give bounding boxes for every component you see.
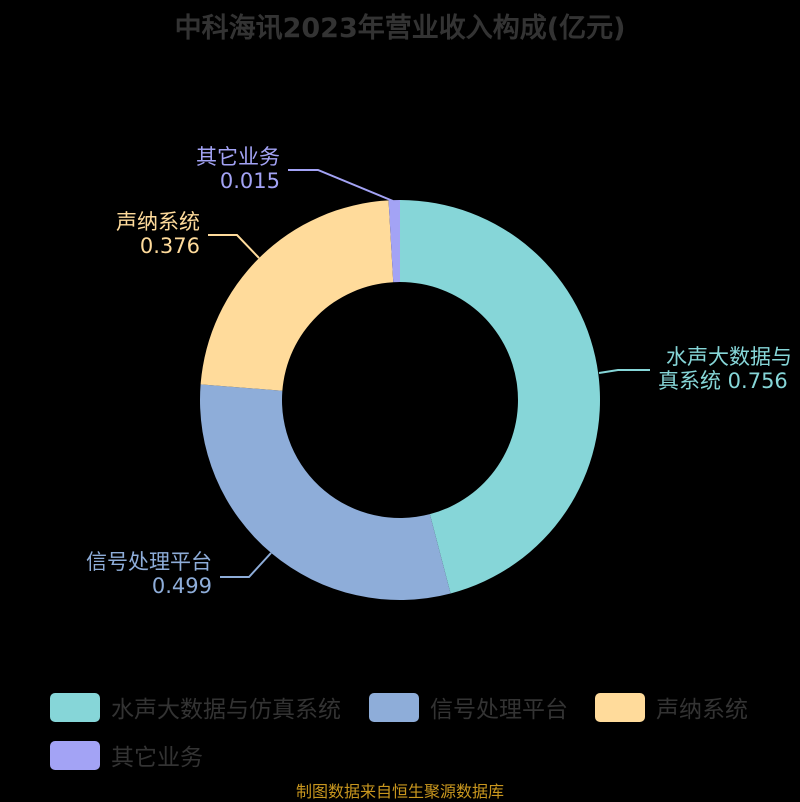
label-other-value: 0.015: [219, 169, 280, 193]
chart-title: 中科海讯2023年营业收入构成(亿元): [174, 13, 626, 44]
label-water-acoustic: 水声大数据与 真系统 0.756: [658, 345, 792, 393]
label-sonar-name: 声纳系统: [116, 210, 200, 234]
leader-lines: [208, 169, 650, 578]
label-signal-processing: 信号处理平台 0.499: [64, 550, 212, 598]
legend-swatch-other: [50, 740, 100, 770]
legend-item-other[interactable]: 其它业务: [50, 740, 203, 771]
label-sonar: 声纳系统 0.376: [60, 210, 200, 258]
leader-line-other: [288, 169, 394, 202]
legend-item-sonar[interactable]: 声纳系统: [595, 692, 748, 723]
leader-line-water-acoustic: [598, 369, 650, 374]
slice-signal-processing[interactable]: [200, 384, 451, 601]
donut-slices: [200, 200, 600, 601]
slice-other[interactable]: [388, 200, 400, 283]
legend-item-signal-processing[interactable]: 信号处理平台: [369, 692, 568, 723]
slice-sonar[interactable]: [200, 200, 394, 391]
leader-line-signal: [220, 552, 272, 578]
legend-label-water-acoustic: 水声大数据与仿真系统: [111, 697, 341, 723]
label-other: 其它业务 0.015: [140, 145, 280, 193]
legend-item-water-acoustic[interactable]: 水声大数据与仿真系统: [50, 692, 341, 723]
source-note: 制图数据来自恒生聚源数据库: [295, 782, 504, 801]
label-water-acoustic-name: 水声大数据与: [666, 345, 792, 369]
legend-swatch-signal-processing: [369, 692, 419, 722]
label-sonar-value: 0.376: [139, 234, 200, 258]
label-signal-processing-value: 0.499: [151, 574, 212, 598]
label-signal-processing-name: 信号处理平台: [86, 550, 212, 574]
legend-swatch-water-acoustic: [50, 692, 100, 722]
leader-line-sonar: [208, 234, 260, 259]
legend-swatch-sonar: [595, 692, 645, 722]
label-water-acoustic-value: 真系统 0.756: [658, 369, 788, 393]
legend-label-other: 其它业务: [111, 745, 203, 771]
slice-water-acoustic[interactable]: [400, 200, 600, 594]
label-other-name: 其它业务: [196, 145, 280, 169]
legend-label-signal-processing: 信号处理平台: [430, 697, 568, 723]
legend-label-sonar: 声纳系统: [656, 697, 748, 723]
